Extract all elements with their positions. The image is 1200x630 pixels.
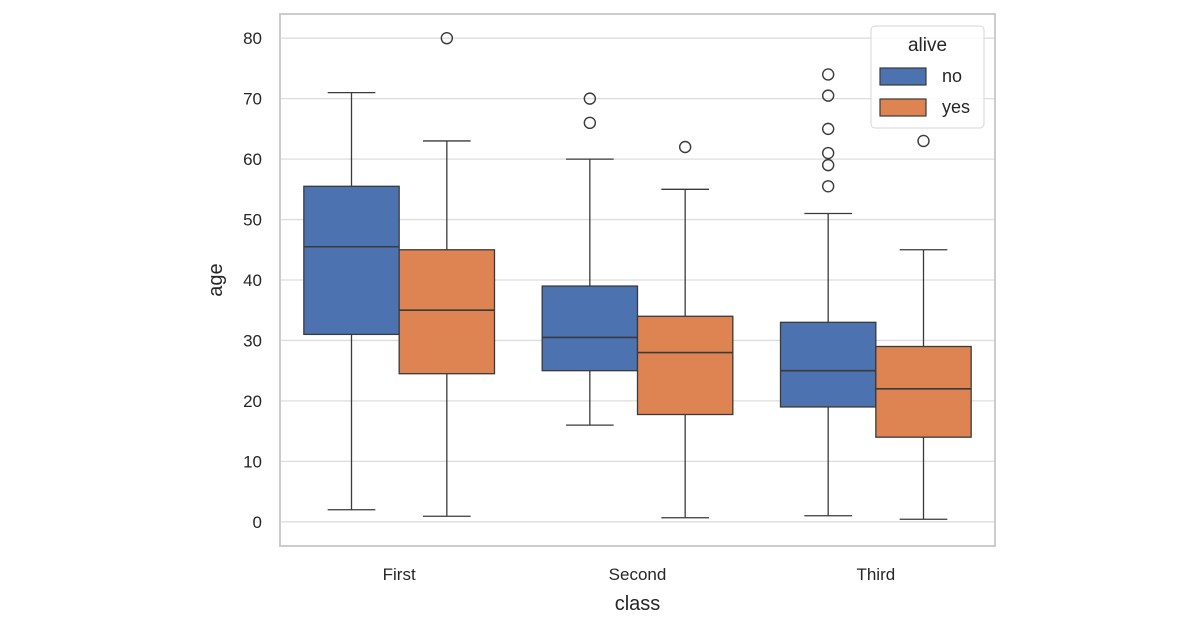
legend-entries: no yes — [879, 66, 970, 117]
outlier-point — [821, 146, 835, 160]
outlier-point — [917, 134, 930, 148]
y-tick-label-70: 70 — [243, 90, 262, 109]
outlier-point — [821, 158, 835, 172]
box-first-no — [303, 91, 400, 511]
legend-label-yes: yes — [942, 97, 970, 117]
box-third-no — [779, 68, 877, 517]
box-third-yes — [875, 134, 972, 520]
y-tick-label-10: 10 — [243, 452, 262, 471]
y-tick-label-30: 30 — [243, 331, 262, 350]
iqr-box — [303, 185, 400, 336]
y-tick-label-40: 40 — [243, 271, 262, 290]
legend-swatch-no — [879, 67, 927, 86]
legend-label-no: no — [942, 66, 962, 86]
outlier-point — [440, 31, 454, 45]
legend: alive no yes — [870, 25, 985, 129]
x-tick-label-third: Third — [856, 565, 895, 584]
legend-title: alive — [908, 35, 947, 56]
iqr-box — [875, 345, 972, 438]
x-axis-ticks: First Second Third — [383, 565, 896, 584]
y-tick-label-20: 20 — [243, 392, 262, 411]
y-tick-label-0: 0 — [253, 513, 262, 532]
iqr-box — [636, 315, 734, 416]
outlier-point — [583, 116, 597, 130]
box-second-yes — [636, 140, 734, 519]
legend-swatch-yes — [879, 98, 927, 117]
outlier-point — [678, 140, 692, 154]
iqr-box — [541, 285, 639, 372]
outlier-point — [821, 122, 835, 136]
series-yes — [398, 31, 972, 520]
y-tick-label-80: 80 — [243, 29, 262, 48]
iqr-box — [398, 249, 496, 375]
series-no — [303, 68, 877, 517]
outlier-point — [821, 68, 835, 81]
y-tick-label-50: 50 — [243, 211, 262, 230]
box-second-no — [541, 92, 639, 426]
x-axis-label: class — [615, 593, 661, 615]
iqr-box — [779, 321, 877, 408]
box-first-yes — [398, 31, 496, 517]
x-tick-label-second: Second — [609, 565, 667, 584]
outlier-point — [821, 180, 835, 193]
y-axis-label: age — [205, 263, 227, 296]
x-tick-label-first: First — [383, 565, 416, 584]
box-plot-series — [303, 31, 972, 520]
y-tick-label-60: 60 — [243, 150, 262, 169]
y-axis-ticks: 0 10 20 30 40 50 60 70 80 — [243, 29, 262, 532]
outlier-point — [821, 89, 835, 102]
plot-area-frame — [279, 13, 996, 547]
outlier-point — [583, 92, 597, 105]
